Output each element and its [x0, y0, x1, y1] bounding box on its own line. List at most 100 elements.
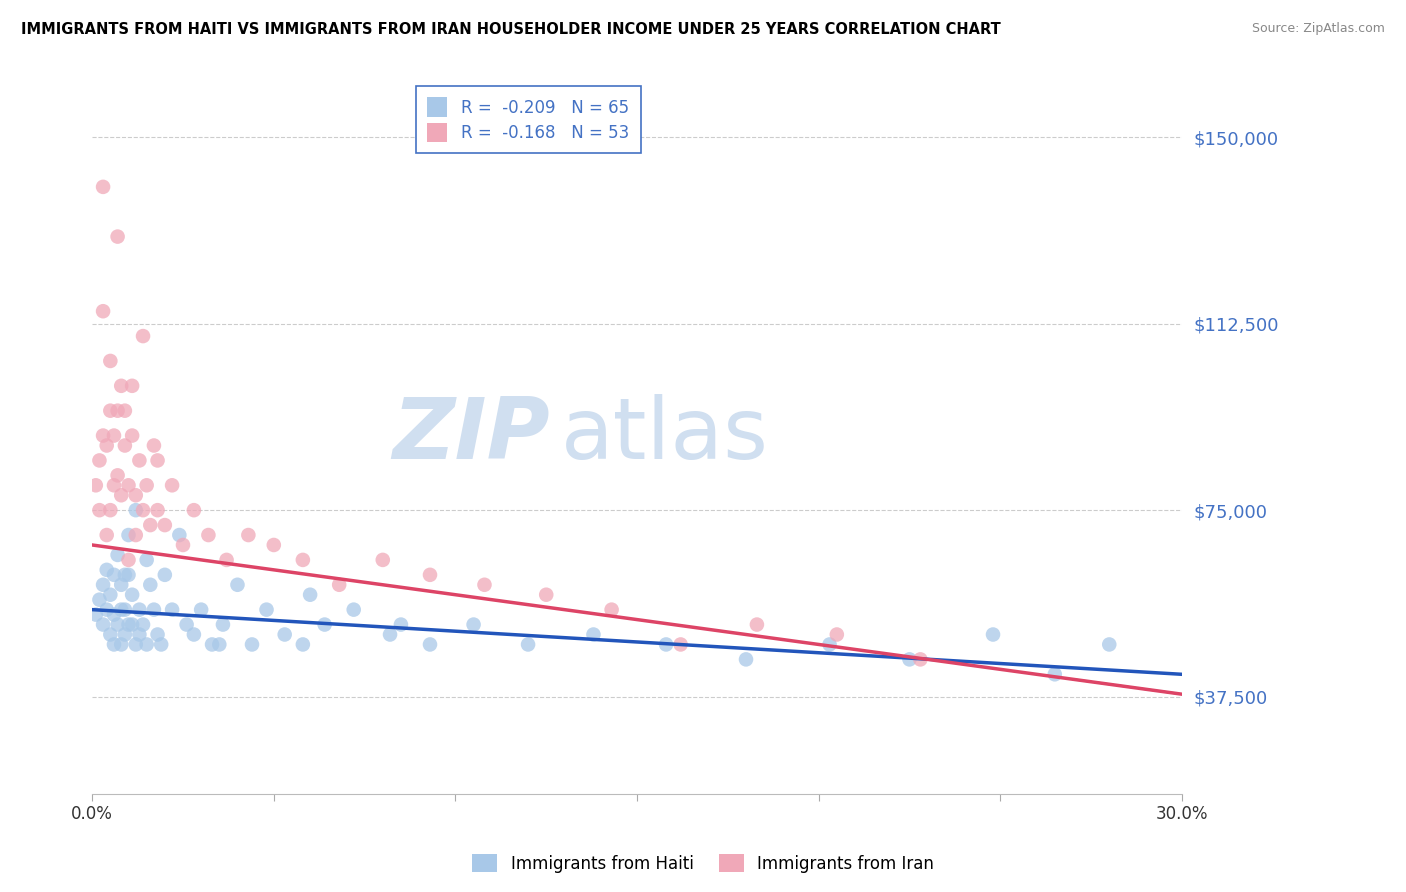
Text: atlas: atlas — [561, 394, 769, 477]
Point — [117, 528, 139, 542]
Point — [981, 627, 1004, 641]
Point — [201, 637, 224, 651]
Legend: R =  -0.209   N = 65, R =  -0.168   N = 53: R = -0.209 N = 65, R = -0.168 N = 53 — [416, 86, 641, 153]
Point — [125, 637, 148, 651]
Point — [96, 528, 118, 542]
Point — [825, 627, 848, 641]
Point — [98, 354, 121, 368]
Point — [103, 607, 125, 622]
Point — [172, 538, 194, 552]
Point — [818, 637, 841, 651]
Point — [669, 637, 692, 651]
Point — [89, 453, 111, 467]
Point — [91, 304, 114, 318]
Point — [110, 578, 132, 592]
Point — [898, 652, 921, 666]
Point — [208, 637, 231, 651]
Point — [103, 567, 125, 582]
Point — [389, 617, 412, 632]
Point — [328, 578, 350, 592]
Point — [215, 553, 238, 567]
Point — [117, 567, 139, 582]
Point — [96, 438, 118, 452]
Point — [153, 567, 176, 582]
Point — [110, 637, 132, 651]
Point — [419, 567, 441, 582]
Point — [114, 438, 136, 452]
Point — [146, 453, 169, 467]
Point — [655, 637, 678, 651]
Point — [273, 627, 295, 641]
Point — [183, 503, 205, 517]
Point — [96, 563, 118, 577]
Point — [378, 627, 401, 641]
Point — [125, 528, 148, 542]
Point — [107, 617, 129, 632]
Point — [299, 588, 322, 602]
Point — [735, 652, 758, 666]
Point — [98, 503, 121, 517]
Point — [114, 627, 136, 641]
Point — [125, 503, 148, 517]
Point — [132, 617, 155, 632]
Point — [419, 637, 441, 651]
Point — [600, 602, 623, 616]
Point — [132, 503, 155, 517]
Point — [139, 518, 162, 533]
Point — [107, 548, 129, 562]
Point — [110, 602, 132, 616]
Point — [98, 588, 121, 602]
Point — [146, 503, 169, 517]
Point — [125, 488, 148, 502]
Point — [160, 478, 183, 492]
Point — [107, 468, 129, 483]
Point — [183, 627, 205, 641]
Point — [176, 617, 198, 632]
Point — [150, 637, 173, 651]
Point — [291, 637, 314, 651]
Point — [114, 602, 136, 616]
Point — [343, 602, 366, 616]
Point — [146, 627, 169, 641]
Point — [128, 453, 150, 467]
Point — [910, 652, 932, 666]
Point — [197, 528, 219, 542]
Point — [212, 617, 235, 632]
Point — [91, 179, 114, 194]
Point — [169, 528, 191, 542]
Point — [117, 617, 139, 632]
Point — [536, 588, 558, 602]
Point — [96, 602, 118, 616]
Point — [1098, 637, 1121, 651]
Point — [132, 329, 155, 343]
Point — [139, 578, 162, 592]
Point — [103, 478, 125, 492]
Point — [238, 528, 260, 542]
Text: Source: ZipAtlas.com: Source: ZipAtlas.com — [1251, 22, 1385, 36]
Point — [89, 503, 111, 517]
Point — [98, 627, 121, 641]
Text: ZIP: ZIP — [392, 394, 550, 477]
Point — [128, 602, 150, 616]
Point — [517, 637, 540, 651]
Point — [142, 602, 165, 616]
Point — [117, 553, 139, 567]
Point — [121, 617, 143, 632]
Point — [263, 538, 285, 552]
Point — [121, 379, 143, 393]
Point — [103, 637, 125, 651]
Text: IMMIGRANTS FROM HAITI VS IMMIGRANTS FROM IRAN HOUSEHOLDER INCOME UNDER 25 YEARS : IMMIGRANTS FROM HAITI VS IMMIGRANTS FROM… — [21, 22, 1001, 37]
Point — [135, 553, 157, 567]
Point — [128, 627, 150, 641]
Point — [582, 627, 605, 641]
Point — [117, 478, 139, 492]
Point — [103, 428, 125, 442]
Point — [153, 518, 176, 533]
Point — [107, 229, 129, 244]
Point — [190, 602, 212, 616]
Point — [226, 578, 249, 592]
Point — [256, 602, 278, 616]
Point — [135, 478, 157, 492]
Point — [314, 617, 336, 632]
Point — [84, 607, 107, 622]
